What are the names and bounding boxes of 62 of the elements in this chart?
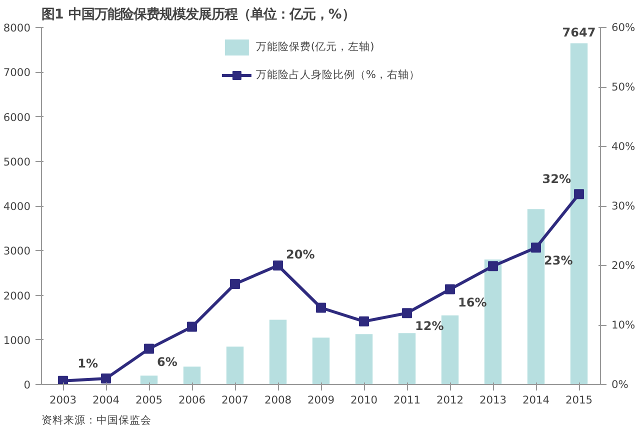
bar xyxy=(398,333,416,384)
data-label: 23% xyxy=(544,254,573,268)
x-tick-label: 2007 xyxy=(221,394,249,406)
point xyxy=(187,322,197,332)
bar xyxy=(140,376,158,384)
x-tick-label: 2008 xyxy=(264,394,292,406)
point xyxy=(402,308,412,318)
data-label: 12% xyxy=(415,319,444,334)
point xyxy=(273,260,283,270)
x-tick-label: 2005 xyxy=(135,394,163,406)
y-tick-label: 4000 xyxy=(3,200,31,213)
bar xyxy=(226,346,244,384)
data-label: 1% xyxy=(78,356,98,371)
data-label: 6% xyxy=(157,354,178,369)
x-tick-label: 2009 xyxy=(307,394,335,406)
point xyxy=(230,278,240,289)
x-tick-label: 2013 xyxy=(479,394,507,406)
y-tick-label: 8000 xyxy=(3,22,31,34)
x-tick-label: 2010 xyxy=(350,394,378,406)
point xyxy=(359,316,369,326)
point xyxy=(101,374,111,384)
point xyxy=(445,284,455,294)
bar xyxy=(269,320,287,384)
x-tick-label: 2003 xyxy=(49,394,77,406)
text: 资料来源：中国保监会 xyxy=(42,414,152,426)
point xyxy=(58,376,68,384)
y-tick-label: 2000 xyxy=(3,289,31,302)
y2-tick-label: 10% xyxy=(612,318,636,332)
x-tick-label: 2004 xyxy=(92,394,120,406)
y2-tick-label: 60% xyxy=(612,21,636,34)
x-tick-label: 2014 xyxy=(522,394,550,406)
legend-label: 万能险占人身险比例（%，右轴） xyxy=(256,68,420,82)
y-tick-label: 3000 xyxy=(3,244,31,258)
x-tick-label: 2015 xyxy=(565,394,593,406)
point xyxy=(316,302,326,313)
chart-title: 图1 中国万能险保费规模发展历程（单位：亿元，%） xyxy=(42,6,355,22)
y2-tick-label: 20% xyxy=(612,259,636,272)
y2-tick-label: 50% xyxy=(612,80,636,94)
x-tick-label: 2012 xyxy=(436,394,464,406)
point xyxy=(531,242,541,253)
y2-tick-label: 30% xyxy=(612,200,636,212)
point xyxy=(144,344,154,354)
data-label: 16% xyxy=(458,295,487,310)
x-tick-label: 2011 xyxy=(393,394,421,406)
data-label: 32% xyxy=(542,172,572,186)
bar xyxy=(312,338,330,384)
data-label: 7647 xyxy=(562,26,596,40)
bar xyxy=(183,366,201,384)
y2-tick-label: 0% xyxy=(612,378,628,391)
x-tick-label: 2006 xyxy=(178,394,206,406)
bar xyxy=(355,334,373,384)
y2-tick-label: 40% xyxy=(612,140,636,153)
y-tick-label: 6000 xyxy=(3,110,31,124)
bar xyxy=(527,209,545,384)
legend-label: 万能险保费(亿元，左轴) xyxy=(256,40,374,54)
y-tick-label: 1000 xyxy=(3,334,31,347)
y-tick-label: 0 xyxy=(24,378,31,392)
point xyxy=(488,261,498,272)
point xyxy=(574,189,584,200)
data-label: 20% xyxy=(286,248,315,262)
y-tick-label: 5000 xyxy=(3,155,31,168)
y-tick-label: 7000 xyxy=(3,66,31,80)
